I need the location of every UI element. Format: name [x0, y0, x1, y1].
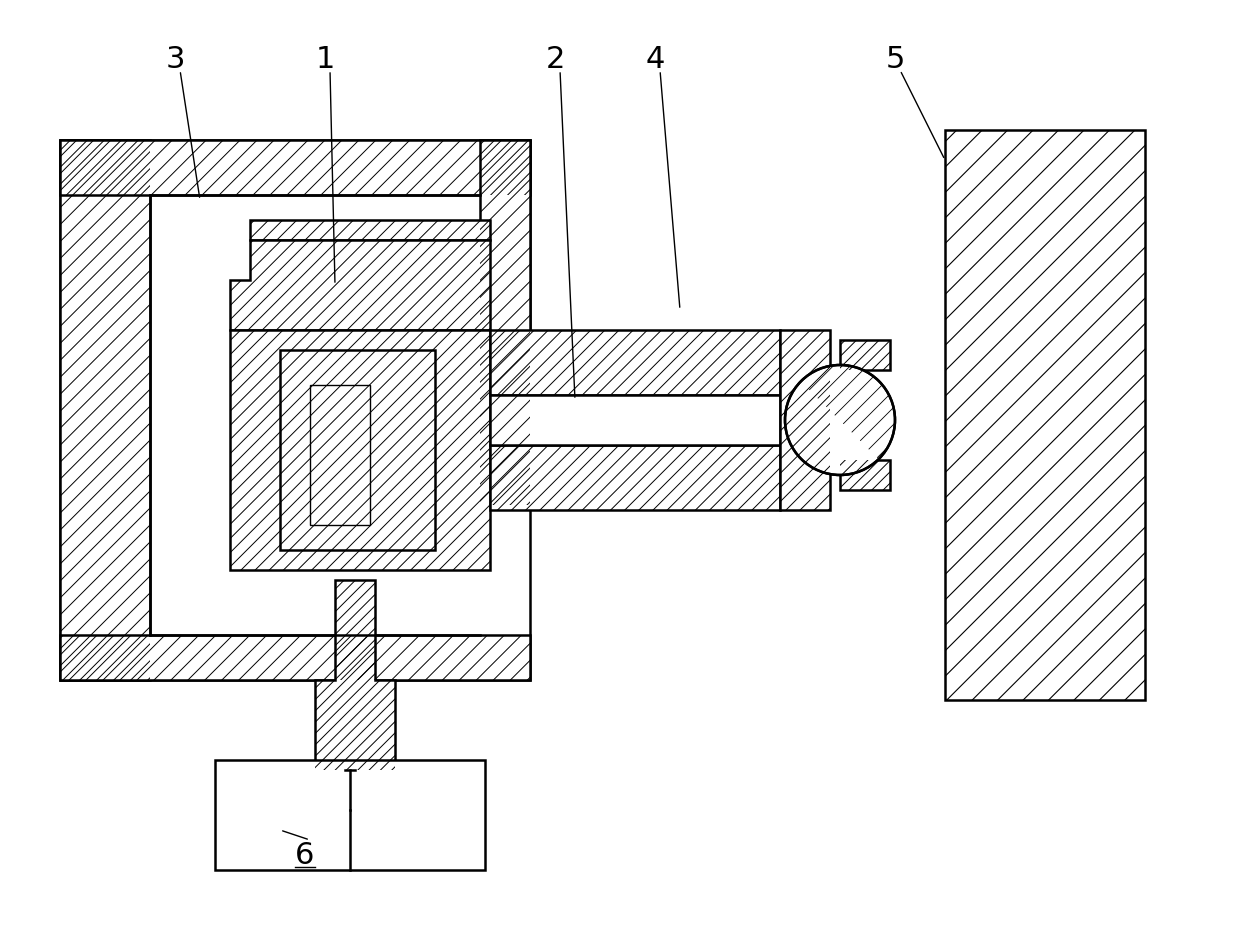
- Bar: [310, 385, 370, 525]
- Text: 3: 3: [165, 45, 185, 74]
- PathPatch shape: [60, 635, 529, 680]
- PathPatch shape: [229, 240, 490, 330]
- Bar: [60, 140, 529, 680]
- PathPatch shape: [315, 580, 396, 770]
- Bar: [490, 395, 780, 445]
- PathPatch shape: [490, 445, 780, 510]
- PathPatch shape: [250, 220, 490, 240]
- Text: 1: 1: [315, 45, 335, 74]
- PathPatch shape: [780, 330, 830, 510]
- Bar: [215, 760, 485, 870]
- PathPatch shape: [60, 140, 150, 680]
- PathPatch shape: [60, 140, 529, 195]
- PathPatch shape: [945, 130, 1145, 700]
- Circle shape: [785, 365, 895, 475]
- Text: 5: 5: [885, 45, 905, 74]
- Text: 6: 6: [295, 840, 315, 869]
- PathPatch shape: [490, 330, 780, 395]
- Text: 2: 2: [546, 45, 564, 74]
- PathPatch shape: [839, 340, 890, 370]
- PathPatch shape: [480, 140, 529, 505]
- PathPatch shape: [229, 330, 490, 570]
- Text: 4: 4: [645, 45, 665, 74]
- Bar: [280, 350, 435, 550]
- PathPatch shape: [839, 460, 890, 490]
